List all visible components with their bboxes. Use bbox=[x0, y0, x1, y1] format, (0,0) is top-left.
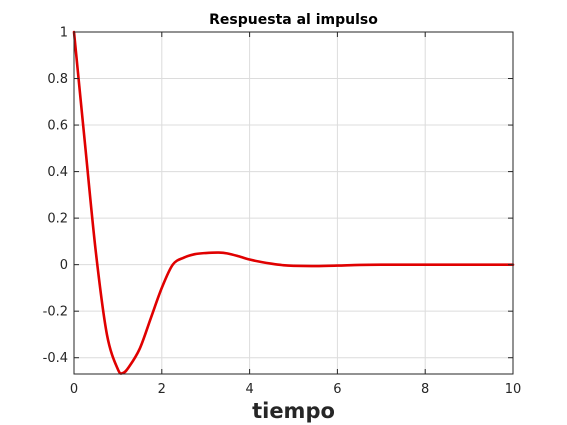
y-tick-label: -0.2 bbox=[43, 305, 68, 320]
y-tick-label: 0.8 bbox=[47, 72, 68, 87]
x-tick-labels: 0 2 4 6 8 10 bbox=[70, 382, 521, 397]
y-tick-label: -0.4 bbox=[43, 351, 68, 366]
plot-frame bbox=[73, 31, 514, 375]
y-tick-labels: -0.4 -0.2 0 0.2 0.4 0.6 0.8 1 bbox=[43, 26, 68, 367]
chart-title: Respuesta al impulso bbox=[209, 12, 378, 28]
x-tick-label: 6 bbox=[333, 382, 341, 397]
series-line-0 bbox=[72, 30, 515, 375]
y-tick-label: 0.4 bbox=[47, 165, 68, 180]
x-tick-label: 8 bbox=[421, 382, 429, 397]
plot-area bbox=[74, 32, 513, 374]
tick-marks bbox=[73, 31, 514, 374]
y-tick-label: 1 bbox=[60, 26, 68, 41]
x-axis-label: tiempo bbox=[252, 399, 335, 423]
series-group bbox=[72, 30, 515, 375]
x-tick-label: 2 bbox=[158, 382, 166, 397]
y-tick-label: 0.2 bbox=[47, 212, 68, 227]
y-tick-label: 0.6 bbox=[47, 119, 68, 134]
x-tick-label: 4 bbox=[245, 382, 253, 397]
y-tick-label: 0 bbox=[60, 258, 68, 273]
x-tick-label: 0 bbox=[70, 382, 78, 397]
x-tick-label: 10 bbox=[505, 382, 522, 397]
